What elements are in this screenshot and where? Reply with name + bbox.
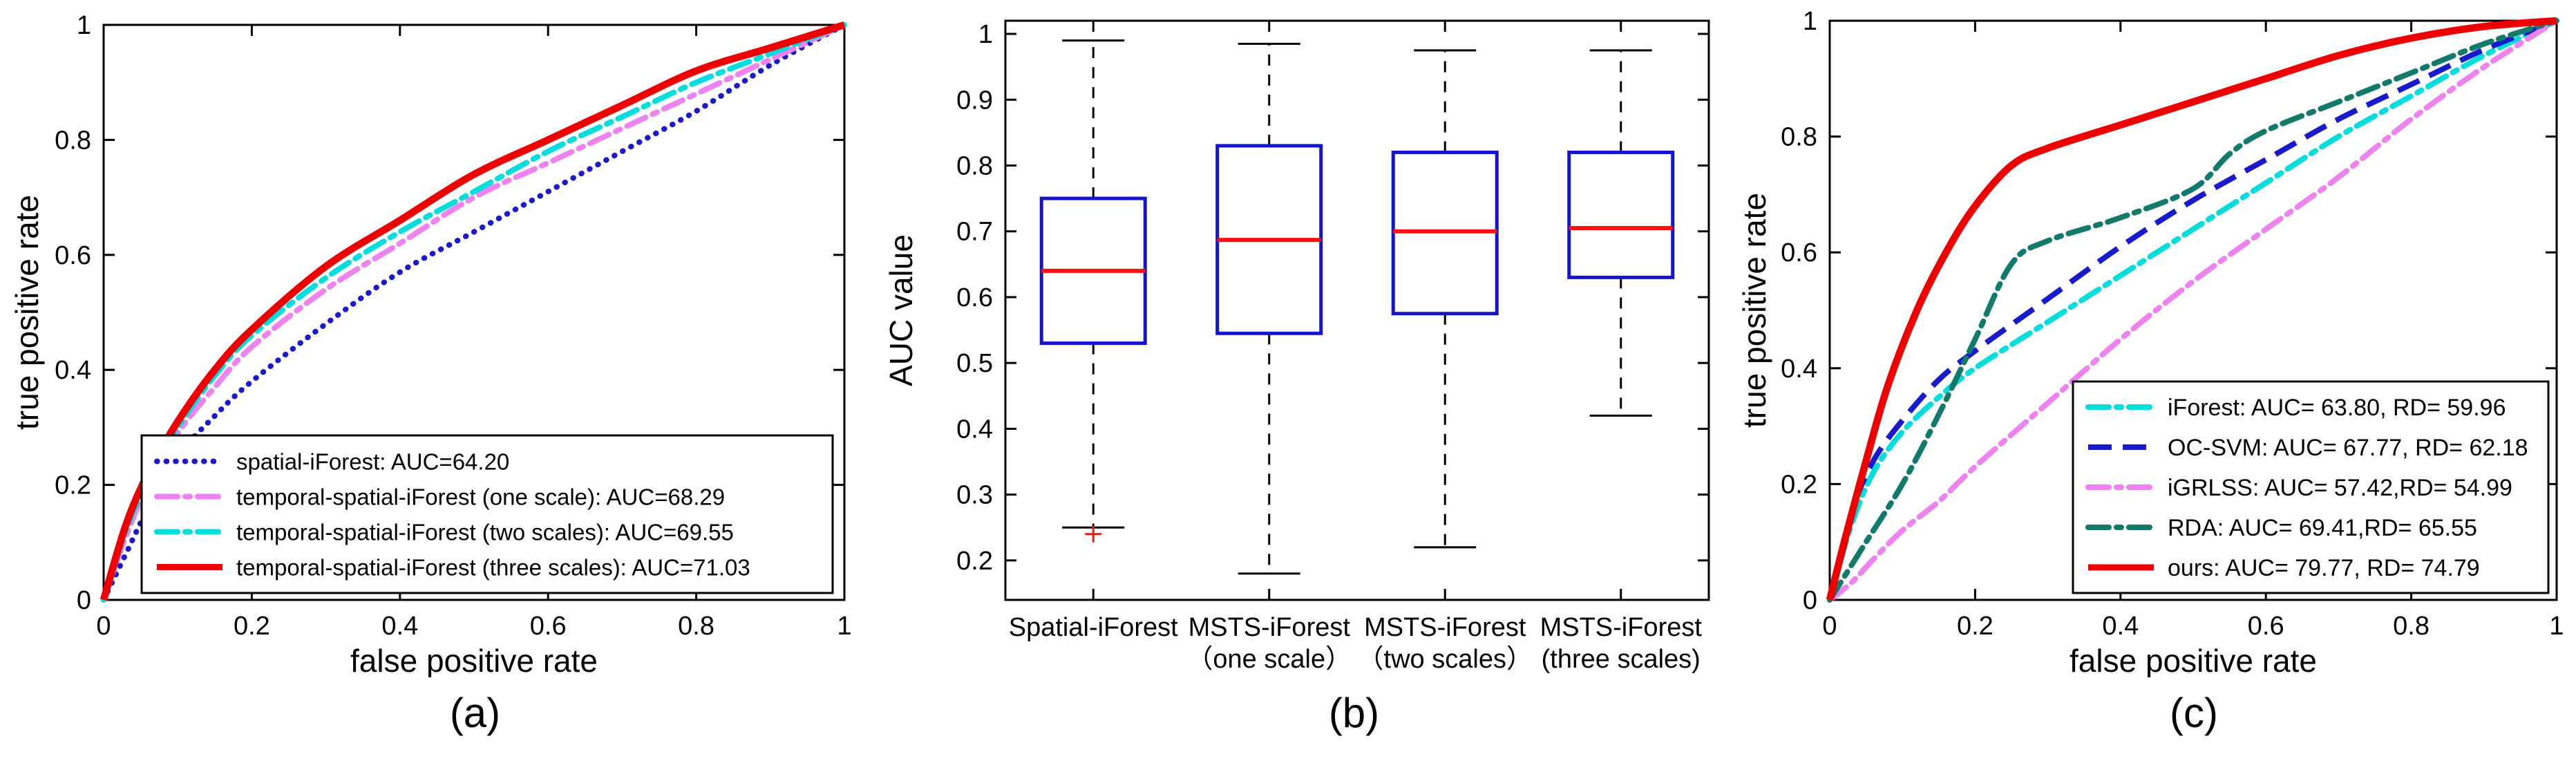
y-tick-label: 0.4 [1781, 355, 1817, 384]
y-tick-label: 0.3 [956, 481, 993, 510]
boxplot-chart-b: 0.2 0.3 0.4 0.5 0.6 0.7 0.8 0.9 1 AUC value Spatia… [883, 19, 1710, 674]
y-tick-label: 0.8 [1781, 123, 1817, 152]
series-group [1826, 17, 2559, 603]
x-tick-label: 0.2 [1957, 612, 1993, 641]
legend-label-spatial-iforest: spatial-iForest: AUC=64.20 [236, 449, 509, 475]
category-label: （two scales） [1358, 645, 1533, 674]
category-label: （one scale） [1186, 645, 1352, 674]
y-axis-label: true positive rate [9, 195, 45, 430]
x-tick-label: 0.8 [678, 612, 714, 641]
y-tick-label: 0.6 [956, 283, 993, 312]
y-tick-label: 0 [77, 586, 91, 615]
legend-label-iforest: iForest: AUC= 63.80, RD= 59.96 [2168, 395, 2506, 421]
y-axis-label: AUC value [883, 234, 919, 386]
legend-label-temporal-spatial-iforest-two-scales: temporal-spatial-iForest (two scales): A… [236, 520, 734, 545]
legend-label-temporal-spatial-iforest-one-scale: temporal-spatial-iForest (one scale): AU… [236, 484, 725, 510]
y-tick-label: 1 [1803, 7, 1817, 36]
y-tick-label: 1 [77, 11, 91, 40]
y-tick-label: 0.4 [956, 415, 993, 444]
x-tick-label: 1 [837, 612, 851, 641]
y-tick-label: 0.5 [956, 349, 993, 378]
x-tick-label: 0.6 [2248, 612, 2284, 641]
roc-curve-igrlss [1827, 18, 2559, 603]
y-tick-label: 0.9 [956, 86, 993, 115]
y-tick-label: 0.8 [956, 152, 993, 181]
y-tick-label: 0.2 [1781, 470, 1817, 499]
roc-curve-oc-svm [1827, 18, 2558, 601]
legend-label-igrlss: iGRLSS: AUC= 57.42,RD= 54.99 [2168, 475, 2512, 501]
category-label: (three scales) [1542, 645, 1701, 674]
legend-label-oc-svm: OC-SVM: AUC= 67.77, RD= 62.18 [2168, 435, 2528, 461]
y-tick-label: 0.2 [55, 471, 91, 500]
roc-curve-iforest [1827, 18, 2559, 603]
legend-label-rda: RDA: AUC= 69.41,RD= 65.55 [2168, 515, 2477, 541]
x-tick-label: 0 [96, 612, 111, 641]
roc-chart-a: 0 0.2 0.4 0.6 0.8 1 true positive rate 0 0.2 0.4 0… [9, 11, 852, 677]
roc-chart-c: 0 0.2 0.4 0.6 0.8 1 true positive rate 0 0.2 0.4 0… [1736, 7, 2564, 677]
category-label: Spatial-iForest [1009, 613, 1178, 642]
box [1567, 150, 1675, 279]
roc-curve-ours [1826, 17, 2557, 601]
panel-a: 0 0.2 0.4 0.6 0.8 1 true positive rate 0 0.2 0.4 0… [0, 0, 874, 763]
legend-label-ours: ours: AUC= 79.77, RD= 74.79 [2168, 555, 2480, 581]
x-tick-label: 0.4 [2102, 612, 2139, 641]
y-axis-label: true positive rate [1736, 193, 1772, 428]
x-tick-label: 1 [2549, 612, 2564, 641]
caption-b: (b) [1328, 690, 1380, 736]
y-tick-label: 0.8 [55, 126, 91, 155]
y-tick-label: 0.6 [55, 241, 91, 270]
x-tick-label: 0.6 [530, 612, 567, 641]
category-label: MSTS-iForest [1540, 613, 1703, 642]
x-tick-label: 0.4 [381, 612, 418, 641]
x-tick-label: 0 [1822, 612, 1837, 641]
y-tick-label: 0 [1803, 586, 1817, 615]
y-tick-label: 0.2 [956, 547, 993, 576]
x-axis-label: false positive rate [350, 643, 598, 677]
legend-label-temporal-spatial-iforest-three-scales: temporal-spatial-iForest (three scales):… [236, 555, 750, 581]
y-tick-label: 0.6 [1781, 238, 1817, 267]
y-tick-label: 0.4 [55, 356, 91, 385]
y-tick-label: 1 [978, 20, 993, 49]
roc-curve-rda [1827, 18, 2559, 603]
category-label: MSTS-iForest [1364, 613, 1526, 642]
category-label: MSTS-iForest [1188, 613, 1351, 642]
x-tick-label: 0.2 [234, 612, 270, 641]
x-tick-label: 0.8 [2393, 612, 2430, 641]
panel-c: 0 0.2 0.4 0.6 0.8 1 true positive rate 0 0.2 0.4 0… [1727, 0, 2576, 763]
x-axis-label: false positive rate [2070, 643, 2317, 677]
y-tick-label: 0.7 [956, 218, 993, 247]
panel-b: 0.2 0.3 0.4 0.5 0.6 0.7 0.8 0.9 1 AUC value Spatia… [874, 0, 1727, 763]
legend-box [140, 434, 834, 594]
caption-a: (a) [449, 690, 501, 736]
caption-c: (c) [2170, 690, 2218, 736]
